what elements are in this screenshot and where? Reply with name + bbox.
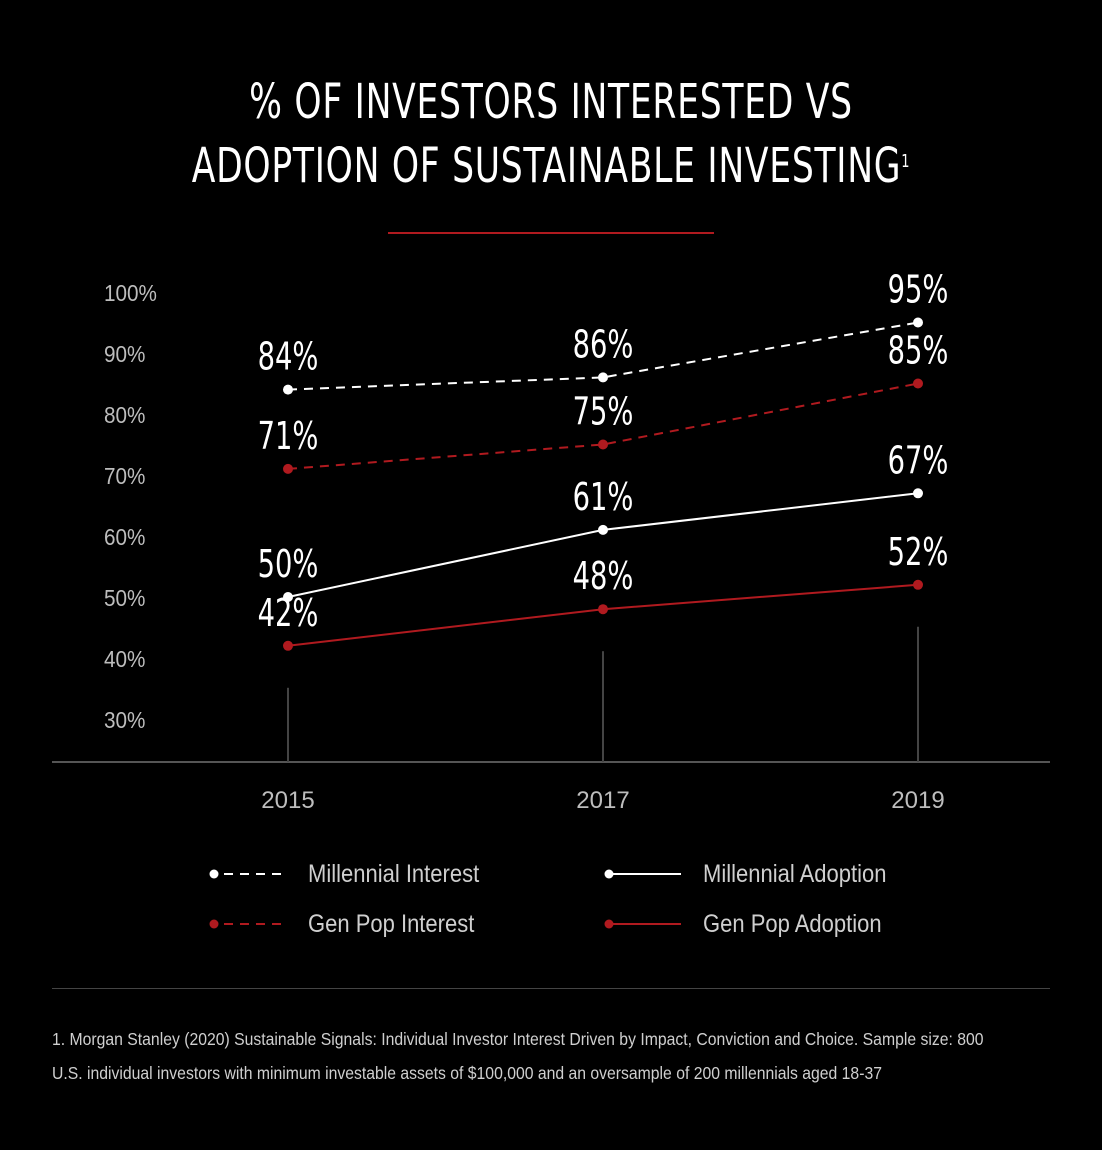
y-tick-label-70: 70% — [104, 463, 145, 489]
data-point-gen-pop-interest-2015 — [283, 463, 293, 474]
data-label-millennial-adoption-2017: 61% — [573, 474, 634, 519]
y-tick-label-60: 60% — [104, 524, 145, 550]
chart-title-line-1: % OF INVESTORS INTERESTED VS — [249, 74, 853, 130]
data-point-gen-pop-interest-2019 — [913, 378, 923, 389]
data-point-gen-pop-adoption-2017 — [598, 604, 608, 615]
legend-label-gen-pop-adoption: Gen Pop Adoption — [703, 909, 882, 938]
legend-swatch-millennial-adoption — [604, 869, 681, 879]
data-point-millennial-interest-2017 — [598, 372, 608, 383]
legend-swatch-gen-pop-adoption — [604, 919, 681, 929]
data-label-gen-pop-adoption-2015: 42% — [258, 590, 319, 635]
data-label-millennial-adoption-2015: 50% — [258, 541, 319, 586]
y-tick-label-80: 80% — [104, 402, 145, 428]
data-point-millennial-interest-2019 — [913, 317, 923, 328]
series-line-gen-pop-interest — [287, 382, 919, 470]
legend-item-gen-pop-interest: Gen Pop Interest — [200, 906, 497, 942]
data-label-gen-pop-adoption-2019: 52% — [888, 529, 949, 574]
chart-title: % OF INVESTORS INTERESTED VS ADOPTION OF… — [154, 70, 947, 198]
data-label-millennial-interest-2015: 84% — [258, 334, 319, 379]
legend-item-millennial-adoption: Millennial Adoption — [595, 856, 911, 892]
footnote-line-2: U.S. individual investors with minimum i… — [52, 1063, 882, 1083]
footnote-marker: 1 — [901, 151, 911, 172]
data-label-millennial-adoption-2019: 67% — [888, 438, 949, 483]
data-label-millennial-interest-2019: 95% — [888, 267, 949, 312]
data-point-gen-pop-interest-2017 — [598, 439, 608, 450]
legend-swatch-millennial-interest — [209, 869, 286, 879]
data-point-millennial-adoption-2017 — [598, 524, 608, 535]
data-label-gen-pop-interest-2015: 71% — [258, 413, 319, 458]
footnote-divider — [52, 988, 1050, 989]
y-tick-label-90: 90% — [104, 341, 145, 367]
data-point-gen-pop-adoption-2015 — [283, 640, 293, 651]
data-point-millennial-interest-2015 — [283, 384, 293, 395]
x-tick-label-2017: 2017 — [576, 787, 629, 814]
legend-item-millennial-interest: Millennial Interest — [200, 856, 503, 892]
x-tick-label-2019: 2019 — [891, 787, 944, 814]
legend-swatch-gen-pop-interest — [209, 919, 286, 929]
line-chart: 30% 40% 50% 60% 70% 80% 90% 100% 2015 2017 2019 84%… — [52, 267, 1050, 814]
x-tick-label-2015: 2015 — [261, 787, 314, 814]
data-point-millennial-adoption-2015 — [283, 592, 293, 602]
data-point-gen-pop-adoption-2019 — [913, 579, 923, 590]
data-point-millennial-adoption-2019 — [913, 488, 923, 499]
y-tick-label-50: 50% — [104, 585, 145, 611]
chart-title-line-2: ADOPTION OF SUSTAINABLE INVESTING1 — [154, 134, 947, 198]
y-tick-label-40: 40% — [104, 646, 145, 672]
title-underline — [388, 232, 714, 234]
legend-label-millennial-adoption: Millennial Adoption — [703, 859, 887, 888]
data-label-gen-pop-interest-2019: 85% — [888, 328, 949, 373]
y-tick-label-100: 100% — [104, 280, 157, 306]
footnote: 1. Morgan Stanley (2020) Sustainable Sig… — [52, 1022, 988, 1090]
legend-label-gen-pop-interest: Gen Pop Interest — [308, 909, 475, 938]
y-tick-label-30: 30% — [104, 707, 145, 733]
footnote-line-1: 1. Morgan Stanley (2020) Sustainable Sig… — [52, 1029, 984, 1049]
series-line-millennial-interest — [287, 321, 919, 391]
data-label-gen-pop-adoption-2017: 48% — [573, 554, 634, 599]
legend-item-gen-pop-adoption: Gen Pop Adoption — [595, 906, 906, 942]
data-label-gen-pop-interest-2017: 75% — [573, 389, 634, 434]
data-label-millennial-interest-2017: 86% — [573, 322, 634, 367]
chart-title-line-2-text: ADOPTION OF SUSTAINABLE INVESTING — [191, 138, 902, 194]
legend-label-millennial-interest: Millennial Interest — [308, 859, 480, 888]
